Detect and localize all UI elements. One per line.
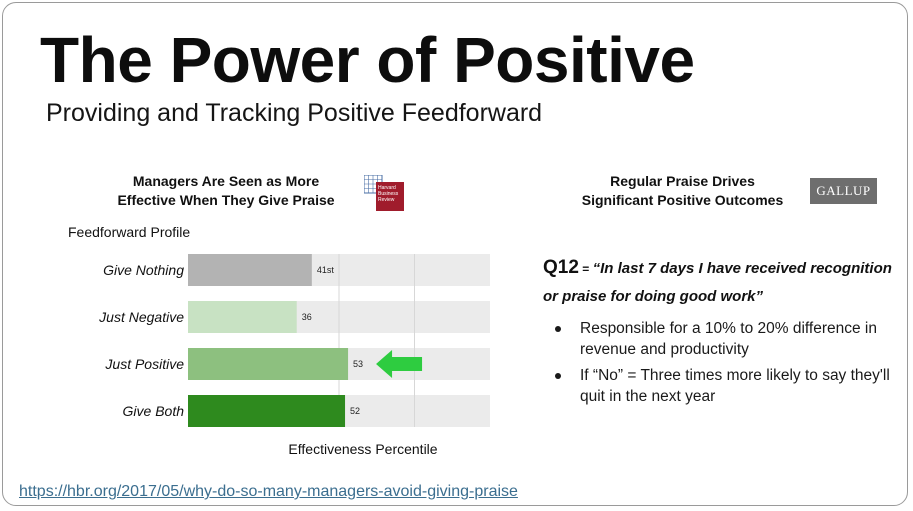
category-label: Give Nothing [103, 262, 184, 278]
slide-subtitle: Providing and Tracking Positive Feedforw… [46, 99, 543, 127]
x-axis-label: Effectiveness Percentile [288, 441, 438, 457]
category-label: Give Both [123, 403, 185, 419]
svg-text:Business: Business [378, 191, 399, 197]
chart-title-line-1: Managers Are Seen as More [132, 173, 320, 189]
right-title-line-1: Regular Praise Drives [610, 173, 755, 189]
slide-frame [2, 2, 908, 506]
data-label: 52 [350, 406, 360, 416]
bar [188, 395, 346, 427]
bullet-item: If “No” = Three times more likely to say… [552, 365, 902, 407]
data-label: 36 [302, 312, 312, 322]
q12-statement: Q12 = “In last 7 days I have received re… [543, 254, 898, 310]
bar-chart: Give Nothing 41st Just Negative 36 Just Posi… [98, 254, 490, 427]
q12-equals: = [578, 262, 593, 276]
bar [188, 301, 297, 333]
bullet-item: Responsible for a 10% to 20% difference … [552, 318, 902, 360]
highlight-arrow-icon [376, 350, 423, 378]
slide-title: The Power of Positive [40, 24, 695, 96]
bar [188, 348, 349, 380]
y-axis-label: Feedforward Profile [68, 224, 191, 240]
chart-title-line-2: Effective When They Give Praise [117, 192, 335, 208]
q12-quote: “In last 7 days I have received recognit… [543, 260, 892, 305]
gallup-logo: GALLUP [810, 178, 877, 204]
svg-text:Harvard: Harvard [378, 185, 396, 191]
category-label: Just Positive [104, 356, 184, 372]
hbr-logo: Harvard Business Review [364, 175, 404, 211]
bar [188, 254, 312, 286]
q12-label: Q12 [543, 257, 579, 278]
bullet-text: Responsible for a 10% to 20% difference … [580, 320, 877, 358]
category-label: Just Negative [98, 309, 184, 325]
right-title-line-2: Significant Positive Outcomes [581, 192, 784, 208]
data-label: 53 [353, 359, 363, 369]
bullet-dot-icon [555, 373, 561, 379]
bullet-text: If “No” = Three times more likely to say… [580, 367, 890, 405]
chart-title: Managers Are Seen as More Effective When… [98, 172, 354, 210]
right-panel-title: Regular Praise Drives Significant Positi… [545, 172, 820, 210]
bullet-dot-icon [555, 326, 561, 332]
outcome-bullets: Responsible for a 10% to 20% difference … [552, 318, 902, 412]
source-link[interactable]: https://hbr.org/2017/05/why-do-so-many-m… [19, 483, 518, 500]
svg-text:Review: Review [378, 197, 395, 203]
data-label: 41st [317, 265, 335, 275]
